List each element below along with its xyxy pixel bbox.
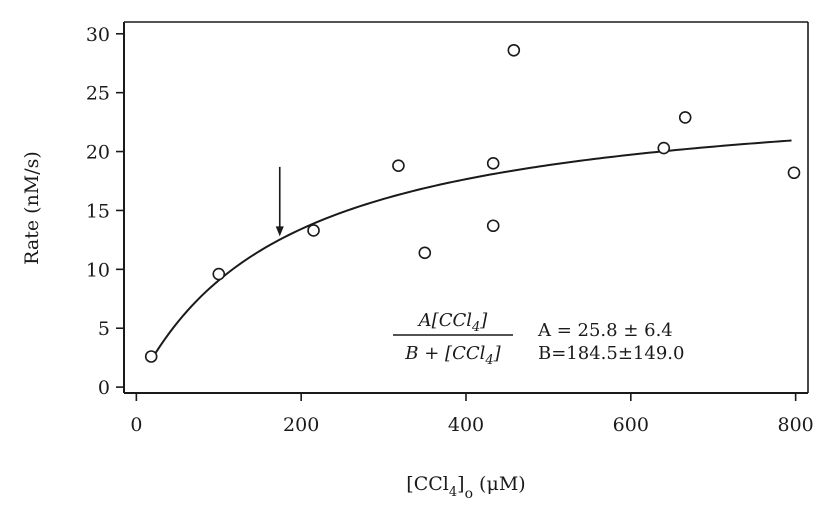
y-ticks — [116, 32, 124, 388]
data-point-8 — [507, 43, 521, 57]
y-tick-label-10: 10 — [86, 259, 110, 281]
x-axis-title-sub1: 4 — [449, 485, 457, 500]
data-point-3 — [307, 224, 320, 237]
data-point-1 — [144, 350, 158, 363]
arrow-annotation — [275, 166, 284, 237]
x-tick-label-600: 600 — [613, 414, 649, 436]
y-tick-label-30: 30 — [86, 24, 110, 46]
data-point-6 — [486, 219, 500, 233]
equation-param-a: A = 25.8 ± 6.4 — [537, 320, 673, 341]
y-tick-label-5: 5 — [98, 318, 110, 340]
fit-curve — [150, 139, 792, 361]
x-axis-title-close: ] — [457, 473, 464, 495]
x-tick-label-0: 0 — [130, 414, 142, 436]
x-ticks — [135, 393, 797, 401]
y-tick-labels: 0 5 10 15 20 25 30 — [86, 24, 110, 399]
data-point-2 — [212, 267, 226, 281]
data-point-10 — [678, 111, 692, 124]
data-point-4 — [392, 159, 405, 172]
y-tick-label-20: 20 — [86, 142, 110, 164]
y-tick-label-15: 15 — [86, 200, 110, 222]
y-tick-label-25: 25 — [86, 83, 110, 105]
x-axis-title-unit: (μM) — [473, 473, 526, 495]
x-tick-label-800: 800 — [778, 414, 814, 436]
x-tick-labels: 0 200 400 600 800 — [130, 414, 813, 436]
equation-param-b: B=184.5±149.0 — [538, 343, 684, 364]
equation-denominator: B + [CCl4] — [404, 343, 501, 368]
arrow-head — [275, 226, 284, 237]
data-points — [144, 43, 801, 363]
x-axis-title-main: [CCl — [406, 473, 449, 495]
x-tick-label-200: 200 — [283, 414, 319, 436]
plot-frame — [123, 21, 809, 394]
x-axis-title-sub2: o — [465, 486, 473, 502]
data-point-9 — [657, 141, 671, 155]
x-axis-title: [CCl4]o (μM) — [406, 473, 525, 502]
y-tick-label-0: 0 — [98, 377, 110, 399]
x-tick-label-400: 400 — [448, 414, 484, 436]
equation-annotation: A[CCl4] B + [CCl4] A = 25.8 ± 6.4 B=184.… — [393, 310, 684, 368]
equation-numerator: A[CCl4] — [417, 310, 489, 335]
data-point-7 — [486, 157, 500, 170]
data-point-5 — [418, 246, 432, 260]
y-axis-title: Rate (nM/s) — [21, 151, 43, 265]
data-point-11 — [787, 166, 801, 180]
